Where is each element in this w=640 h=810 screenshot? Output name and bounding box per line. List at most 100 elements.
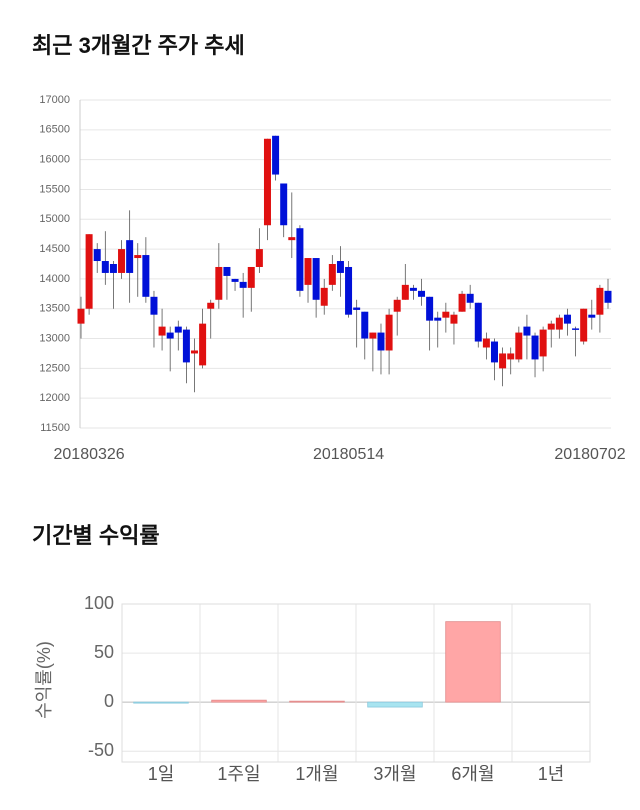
candle-body	[434, 317, 442, 321]
candle-body	[166, 332, 174, 339]
x-tick-label: 1년	[538, 764, 565, 784]
candle-body	[604, 290, 612, 303]
plot-border	[121, 603, 591, 763]
candle-body	[555, 317, 563, 330]
candle-body	[239, 281, 247, 288]
candle-body	[320, 287, 328, 306]
candle-body	[377, 332, 385, 351]
y-tick-label: 15000	[39, 213, 70, 225]
bar	[289, 700, 345, 703]
bar	[211, 699, 267, 703]
y-tick-label: 13000	[39, 332, 70, 344]
candle-body	[547, 323, 555, 330]
candle-body	[304, 258, 312, 285]
candle-body	[572, 328, 580, 330]
candle-body	[490, 341, 498, 363]
candle-body	[255, 249, 263, 267]
candle-body	[482, 338, 490, 348]
candle-body	[142, 255, 150, 297]
candle-body	[466, 293, 474, 303]
candle-body	[369, 332, 377, 339]
candle-body	[93, 249, 101, 262]
x-tick-label: 20180326	[54, 446, 125, 463]
candle-body	[409, 287, 417, 291]
candle-body	[312, 258, 320, 300]
candle-body	[458, 293, 466, 312]
candle-body	[588, 314, 596, 318]
candle-body	[523, 326, 531, 336]
candle-body	[288, 237, 296, 241]
candle-body	[85, 234, 93, 309]
candle-body	[118, 249, 126, 273]
x-tick-label: 20180514	[313, 446, 384, 463]
candle-body	[231, 278, 239, 282]
y-tick-label: 12500	[39, 362, 70, 374]
candle-body	[77, 308, 85, 324]
chart-title: 기간별 수익률	[32, 523, 160, 548]
candle-body	[158, 326, 166, 336]
candle-body	[474, 302, 482, 342]
y-axis-label: 수익률(%)	[34, 641, 54, 719]
x-tick-label: 1주일	[217, 764, 260, 784]
x-tick-label: 6개월	[451, 764, 494, 784]
candle-body	[280, 183, 288, 226]
candle-body	[531, 335, 539, 360]
candle-body	[515, 332, 523, 360]
y-tick-label: 0	[104, 691, 114, 711]
candle-body	[109, 264, 117, 273]
candle-body	[126, 240, 134, 273]
candle-body	[191, 350, 199, 354]
candle-body	[328, 264, 336, 285]
candle-body	[393, 299, 401, 312]
candle-body	[426, 296, 434, 321]
candle-body	[134, 255, 142, 259]
candle-body	[401, 284, 409, 300]
y-tick-label: 12000	[39, 392, 70, 404]
y-tick-label: 50	[94, 642, 114, 662]
y-tick-label: 16500	[39, 124, 70, 136]
candle-body	[539, 329, 547, 357]
y-tick-label: 16000	[39, 154, 70, 166]
x-tick-label: 1일	[148, 764, 175, 784]
candle-body	[101, 261, 109, 273]
candle-body	[450, 314, 458, 324]
y-tick-label: 17000	[39, 94, 70, 106]
candle-body	[223, 266, 231, 276]
candle-body	[353, 307, 361, 310]
x-tick-label: 3개월	[373, 764, 416, 784]
y-tick-label: -50	[88, 740, 114, 760]
bar	[367, 701, 423, 708]
candle-body	[499, 353, 507, 369]
candle-body	[507, 353, 515, 360]
chart-title: 최근 3개월간 주가 추세	[32, 33, 245, 58]
candle-body	[345, 266, 353, 315]
candle-body	[263, 138, 271, 226]
candle-body	[182, 329, 190, 363]
y-tick-label: 15500	[39, 183, 70, 195]
candle-body	[336, 261, 344, 273]
candle-body	[150, 296, 158, 315]
bar	[445, 621, 501, 703]
x-tick-label: 20180702	[554, 446, 625, 463]
candle-body	[418, 290, 426, 297]
candle-body	[215, 266, 223, 300]
candle-body	[563, 314, 571, 324]
y-tick-label: 14000	[39, 273, 70, 285]
candle-body	[272, 135, 280, 175]
y-tick-label: 100	[84, 593, 114, 613]
candle-body	[385, 314, 393, 351]
candle-body	[174, 326, 182, 333]
candle-body	[247, 266, 255, 288]
candle-body	[199, 323, 207, 366]
x-tick-label: 1개월	[295, 764, 338, 784]
candle-body	[361, 311, 369, 339]
candle-body	[442, 311, 450, 318]
candle-body	[296, 228, 304, 291]
y-tick-label: 14500	[39, 243, 70, 255]
candle-body	[596, 287, 604, 315]
candle-body	[580, 308, 588, 342]
y-tick-label: 11500	[40, 422, 70, 434]
candle-body	[207, 302, 215, 309]
